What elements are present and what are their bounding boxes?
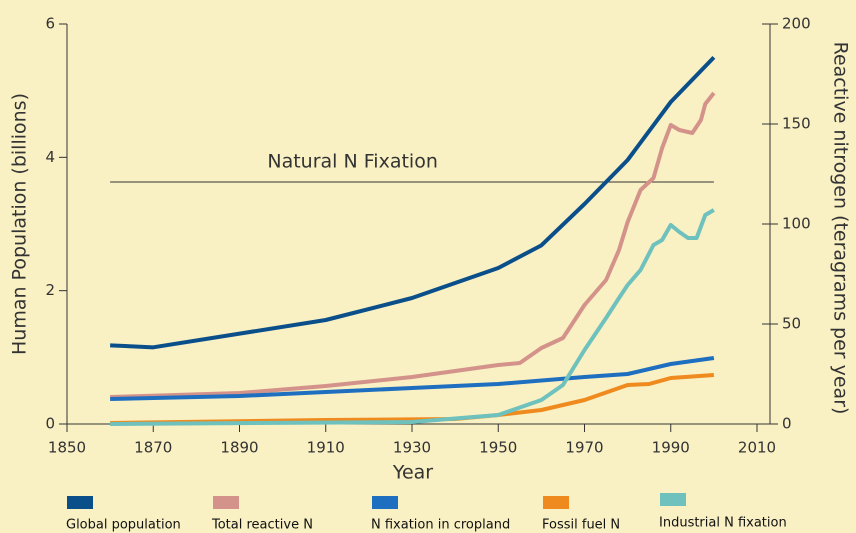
legend-label: Global population: [66, 518, 181, 533]
y2-tick-label: 100: [782, 215, 811, 233]
x-tick-label: 1990: [652, 439, 690, 457]
x-tick-label: 1910: [307, 439, 345, 457]
y-tick-label: 2: [45, 281, 55, 299]
y2-tick-label: 200: [782, 15, 811, 33]
y-tick-label: 0: [45, 415, 55, 433]
y2-tick-label: 50: [782, 315, 801, 333]
legend-swatch: [543, 496, 569, 509]
series-line: [110, 373, 715, 425]
series-line: [110, 356, 715, 401]
y2-tick-label: 150: [782, 115, 811, 133]
x-tick-label: 1950: [479, 439, 517, 457]
legend-label: Total reactive N: [211, 518, 313, 533]
series-line: [110, 55, 716, 350]
legend-swatch: [67, 496, 93, 509]
legend-swatch: [660, 493, 686, 506]
y-tick-label: 6: [45, 15, 55, 33]
y-tick-label: 4: [45, 148, 55, 166]
x-tick-label: 2010: [738, 439, 776, 457]
legend-label: Fossil fuel N: [542, 518, 620, 533]
x-axis-label: Year: [392, 462, 433, 484]
annotation: Natural N Fixation: [267, 151, 437, 173]
x-tick-label: 1890: [220, 439, 258, 457]
y2-tick-label: 0: [782, 415, 792, 433]
y-axis-label: Human Population (billions): [9, 93, 31, 355]
legend-swatch: [213, 496, 239, 509]
y2-axis-label: Reactive nitrogen (teragrams per year): [830, 42, 852, 415]
legend-label: N fixation in cropland: [371, 518, 510, 533]
x-tick-label: 1870: [134, 439, 172, 457]
legend-swatch: [372, 496, 398, 509]
x-tick-label: 1970: [565, 439, 603, 457]
legend-label: Industrial N fixation: [659, 516, 787, 531]
x-tick-label: 1930: [393, 439, 431, 457]
x-tick-label: 1850: [48, 439, 86, 457]
series-line: [110, 208, 715, 426]
series-line: [110, 91, 716, 399]
